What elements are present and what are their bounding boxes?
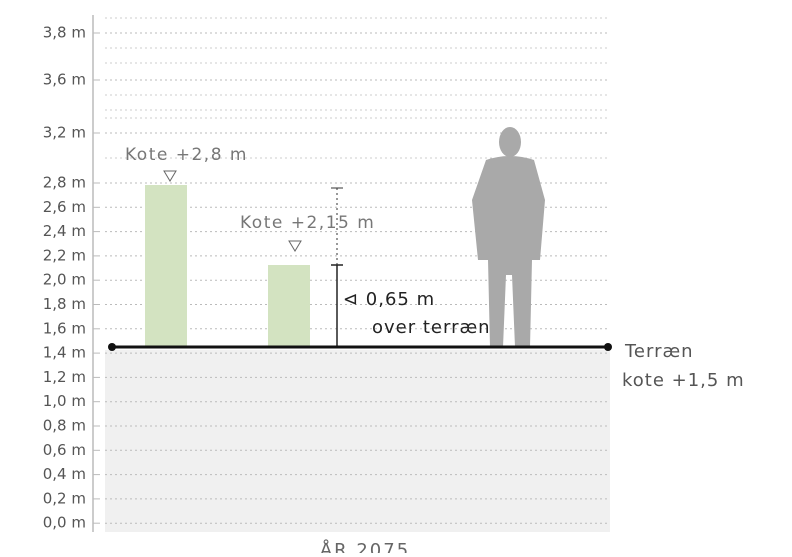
axis-label: 0,6 m	[43, 441, 86, 459]
axis-label: 1,4 m	[43, 344, 86, 362]
axis-label: 3,6 m	[43, 71, 86, 89]
bar	[268, 265, 310, 347]
axis-label: 1,2 m	[43, 368, 86, 386]
axis-label: 0,2 m	[43, 489, 86, 507]
element-label: Kote +2,8 m	[125, 145, 248, 165]
axis-label: 0,0 m	[43, 514, 86, 532]
terrain-label: Terræn	[624, 341, 694, 362]
level-marker	[163, 170, 177, 182]
axis-label: 2,8 m	[43, 174, 86, 192]
bar	[145, 185, 187, 347]
axis-label: 1,6 m	[43, 319, 86, 337]
axis-label: 3,2 m	[43, 124, 86, 142]
level-marker	[288, 240, 302, 252]
difference-sublabel: over terræn	[372, 317, 491, 338]
person-silhouette	[472, 127, 545, 347]
terrain-end	[604, 343, 612, 351]
ground	[105, 350, 610, 532]
caption: ÅR 2075	[320, 539, 410, 553]
terrain-end	[108, 343, 116, 351]
axis-label: 2,2 m	[43, 246, 86, 264]
axis-label: 1,0 m	[43, 392, 86, 410]
axis-label: 0,8 m	[43, 417, 86, 435]
axis-label: 2,0 m	[43, 271, 86, 289]
axis-label: 3,8 m	[43, 24, 86, 42]
axis-label: 1,8 m	[43, 295, 86, 313]
difference-label: ⊲ 0,65 m	[343, 289, 435, 310]
axis-label: 2,4 m	[43, 222, 86, 240]
element-label: Kote +2,15 m	[240, 213, 375, 233]
terrain-sublabel: kote +1,5 m	[622, 370, 745, 391]
axis-label: 0,4 m	[43, 465, 86, 483]
axis-label: 2,6 m	[43, 198, 86, 216]
